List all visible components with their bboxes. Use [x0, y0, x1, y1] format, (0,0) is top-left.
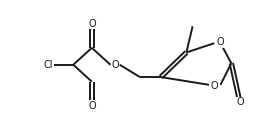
Text: O: O: [88, 101, 96, 111]
Text: O: O: [211, 80, 218, 91]
Text: O: O: [88, 19, 96, 29]
Text: Cl: Cl: [44, 60, 53, 70]
Text: O: O: [217, 37, 224, 47]
Text: O: O: [237, 98, 245, 107]
Text: O: O: [111, 60, 119, 70]
